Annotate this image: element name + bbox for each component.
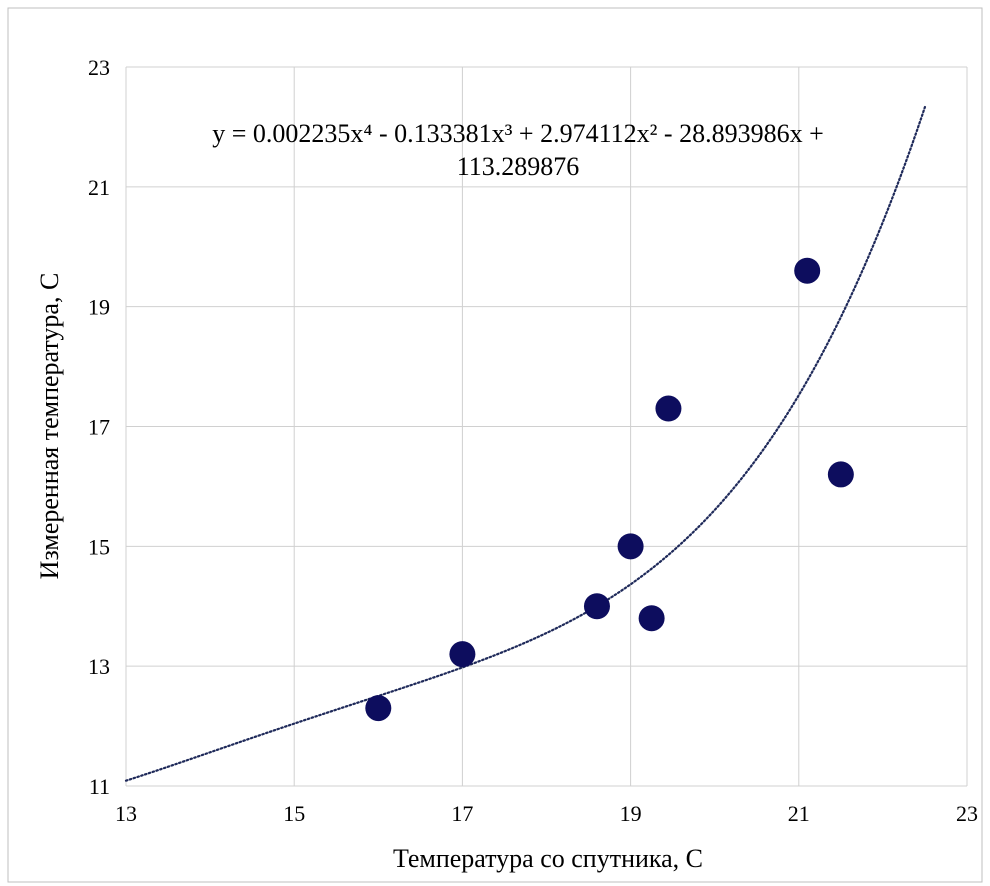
data-point bbox=[618, 533, 644, 559]
data-point bbox=[449, 641, 475, 667]
y-axis-title: Измеренная температура, С bbox=[35, 273, 64, 580]
trendline-layer bbox=[126, 107, 925, 781]
y-tick-label: 23 bbox=[88, 55, 110, 80]
data-point bbox=[365, 695, 391, 721]
x-tick-label: 23 bbox=[956, 801, 978, 826]
data-point bbox=[639, 605, 665, 631]
data-point bbox=[655, 396, 681, 422]
x-tick-label: 13 bbox=[115, 801, 137, 826]
x-tick-label: 15 bbox=[283, 801, 305, 826]
y-tick-label: 11 bbox=[89, 774, 110, 799]
y-tick-label: 17 bbox=[88, 415, 110, 440]
data-point bbox=[828, 461, 854, 487]
trendline-path bbox=[126, 107, 925, 781]
y-tick-label: 19 bbox=[88, 295, 110, 320]
data-point bbox=[794, 258, 820, 284]
data-point bbox=[584, 593, 610, 619]
x-axis-title: Температура со спутника, С bbox=[393, 844, 703, 873]
y-tick-label: 15 bbox=[88, 534, 110, 559]
x-tick-label: 21 bbox=[788, 801, 810, 826]
x-tick-label: 17 bbox=[451, 801, 473, 826]
y-tick-label: 21 bbox=[88, 175, 110, 200]
x-tick-label: 19 bbox=[620, 801, 642, 826]
data-points bbox=[365, 258, 854, 721]
trendline-equation-line2: 113.289876 bbox=[457, 152, 580, 181]
trendline-equation-line1: y = 0.002235x⁴ - 0.133381x³ + 2.974112x²… bbox=[212, 119, 824, 148]
y-tick-label: 13 bbox=[88, 654, 110, 679]
